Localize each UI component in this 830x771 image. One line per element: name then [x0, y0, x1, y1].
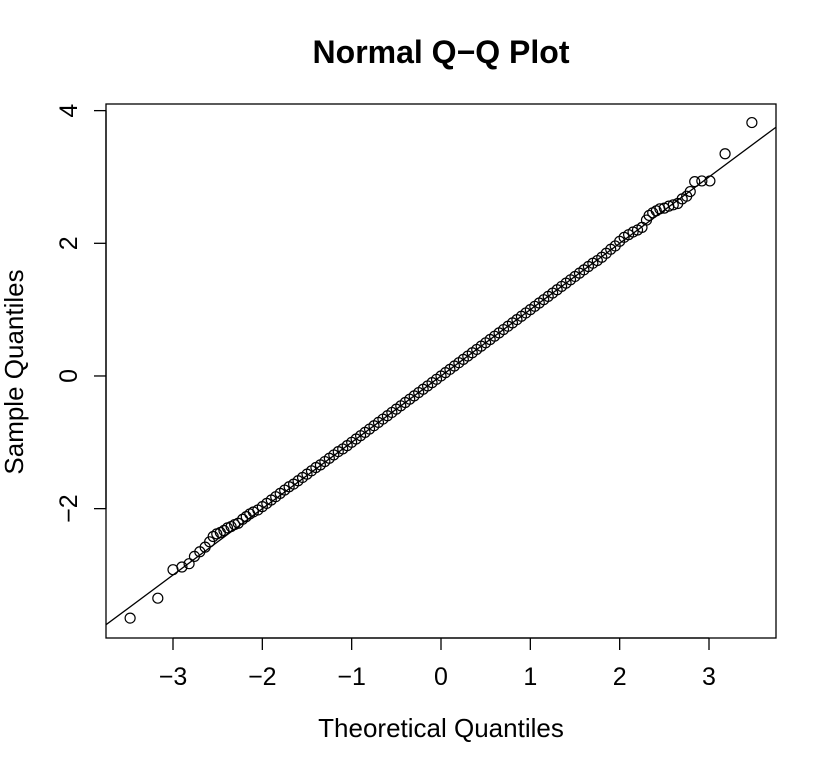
data-point — [124, 612, 136, 624]
y-tick-label: −2 — [55, 494, 83, 523]
x-tick-label: 0 — [434, 663, 448, 691]
x-tick-label: 1 — [523, 663, 537, 691]
x-tick-label: 3 — [702, 663, 716, 691]
data-point — [704, 175, 716, 187]
data-point — [176, 561, 188, 573]
data-point — [237, 513, 249, 525]
data-point — [667, 199, 679, 211]
data-point — [152, 592, 164, 604]
x-tick-label: −1 — [337, 663, 366, 691]
data-point — [684, 185, 696, 198]
chart-title: Normal Q−Q Plot — [313, 34, 570, 70]
data-points — [124, 116, 758, 624]
data-point — [183, 558, 195, 570]
x-axis-label: Theoretical Quantiles — [318, 713, 564, 743]
x-tick-label: −3 — [159, 663, 188, 691]
y-tick-label: 2 — [55, 236, 83, 250]
y-axis: −2 0 2 4 — [55, 104, 107, 523]
y-tick-label: 0 — [55, 369, 83, 383]
y-axis-label: Sample Quantiles — [0, 269, 29, 474]
x-axis: −3 −2 −1 0 1 2 3 — [159, 637, 716, 691]
data-point — [696, 175, 708, 187]
data-point — [689, 176, 701, 188]
y-tick-label: 4 — [55, 104, 83, 118]
x-tick-label: −2 — [248, 663, 277, 691]
data-point — [746, 116, 758, 129]
data-point — [719, 148, 731, 160]
x-tick-label: 2 — [613, 663, 627, 691]
